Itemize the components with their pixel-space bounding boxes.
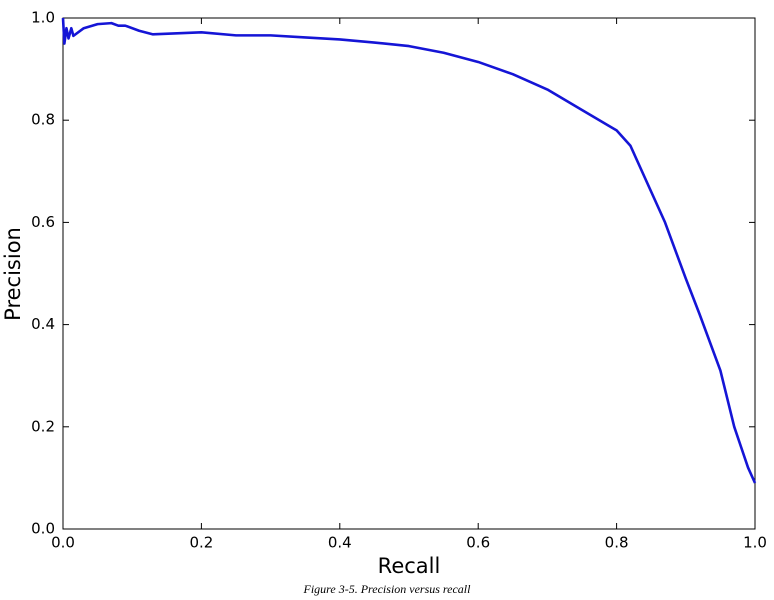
y-tick-label: 0.6 <box>31 213 55 231</box>
x-tick-label: 1.0 <box>743 534 767 552</box>
x-axis-label: Recall <box>378 554 441 578</box>
y-tick-label: 0.0 <box>31 520 55 538</box>
x-tick-label: 0.0 <box>51 534 75 552</box>
y-tick-label: 0.4 <box>31 315 55 333</box>
x-tick-label: 0.6 <box>466 534 490 552</box>
x-tick-label: 0.4 <box>328 534 352 552</box>
y-axis-label: Precision <box>1 227 25 321</box>
y-tick-label: 0.2 <box>31 417 55 435</box>
plot-frame <box>62 17 756 530</box>
x-tick-label: 0.2 <box>189 534 213 552</box>
y-tick-label: 1.0 <box>31 9 55 27</box>
y-tick-label: 0.8 <box>31 111 55 129</box>
line <box>61 17 757 484</box>
x-tick-label: 0.8 <box>605 534 629 552</box>
caption: Figure 3-5. Precision versus recall <box>303 582 472 596</box>
